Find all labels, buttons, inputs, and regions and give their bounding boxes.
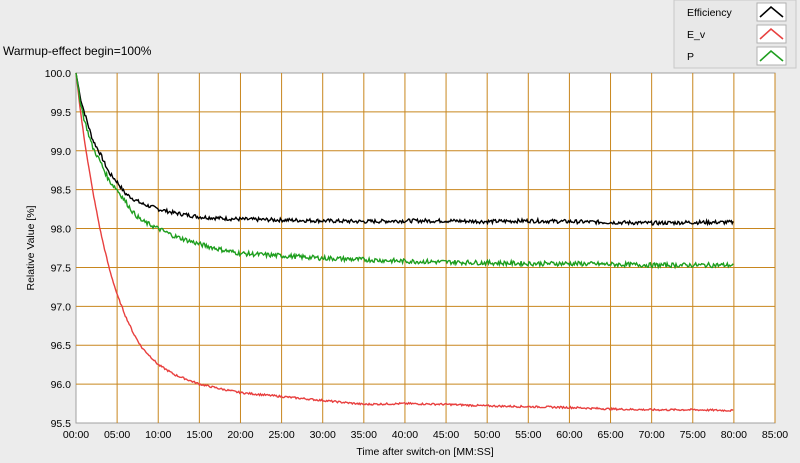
legend-swatch-line xyxy=(759,49,784,62)
y-tick-label: 95.5 xyxy=(51,418,72,430)
x-tick-label: 55:00 xyxy=(515,429,541,441)
y-tick-label: 96.5 xyxy=(51,340,72,352)
y-tick-label: 97.5 xyxy=(51,262,72,274)
legend-swatch-box xyxy=(756,46,787,66)
x-tick-label: 50:00 xyxy=(474,429,500,441)
y-tick-label: 96.0 xyxy=(51,379,72,391)
legend-label: Efficiency xyxy=(687,7,732,19)
x-tick-label: 85:00 xyxy=(762,429,788,441)
legend-item: Efficiency xyxy=(687,2,787,22)
legend: Efficiency E_v P xyxy=(673,0,797,69)
legend-swatch-line xyxy=(759,5,784,18)
x-axis-label: Time after switch-on [MM:SS] xyxy=(356,446,493,458)
x-tick-label: 70:00 xyxy=(639,429,665,441)
x-tick-label: 30:00 xyxy=(310,429,336,441)
legend-item: P xyxy=(687,46,787,66)
legend-label: E_v xyxy=(687,29,706,41)
chart-title: Warmup-effect begin=100% xyxy=(3,44,152,58)
series-line-efficiency xyxy=(75,72,734,227)
x-tick-label: 60:00 xyxy=(556,429,582,441)
grid xyxy=(76,73,776,423)
y-tick-label: 100.0 xyxy=(45,68,71,80)
x-tick-label: 75:00 xyxy=(680,429,706,441)
x-tick-label: 80:00 xyxy=(721,429,747,441)
series-line-e-v xyxy=(75,72,734,413)
y-tick-label: 97.0 xyxy=(51,301,72,313)
y-tick-labels: 95.5 96.0 96.5 97.0 97.5 98.0 98.5 99.0 99.5 100.… xyxy=(45,68,71,430)
y-axis-label: Relative Value [%] xyxy=(25,205,37,290)
legend-swatch-line xyxy=(759,27,784,40)
y-tick-label: 99.5 xyxy=(51,107,72,119)
y-tick-label: 98.5 xyxy=(51,185,72,197)
x-tick-label: 40:00 xyxy=(392,429,418,441)
legend-label: P xyxy=(687,51,694,63)
x-tick-label: 15:00 xyxy=(186,429,212,441)
x-tick-label: 45:00 xyxy=(433,429,459,441)
series-group xyxy=(75,72,734,413)
y-tick-label: 98.0 xyxy=(51,224,72,236)
x-tick-label: 10:00 xyxy=(145,429,171,441)
x-tick-label: 05:00 xyxy=(104,429,130,441)
x-tick-label: 65:00 xyxy=(597,429,623,441)
x-tick-label: 35:00 xyxy=(351,429,377,441)
x-tick-label: 00:00 xyxy=(63,429,89,441)
legend-item: E_v xyxy=(687,24,787,44)
plot-area xyxy=(75,72,776,424)
x-tick-label: 20:00 xyxy=(227,429,253,441)
x-tick-labels: 00:00 05:00 10:00 15:00 20:00 25:00 30:00 35:00… xyxy=(63,429,788,441)
series-line-p xyxy=(75,72,734,270)
legend-swatch-box xyxy=(756,2,787,22)
legend-swatch-box xyxy=(756,24,787,44)
x-tick-label: 25:00 xyxy=(268,429,294,441)
y-tick-label: 99.0 xyxy=(51,146,72,158)
